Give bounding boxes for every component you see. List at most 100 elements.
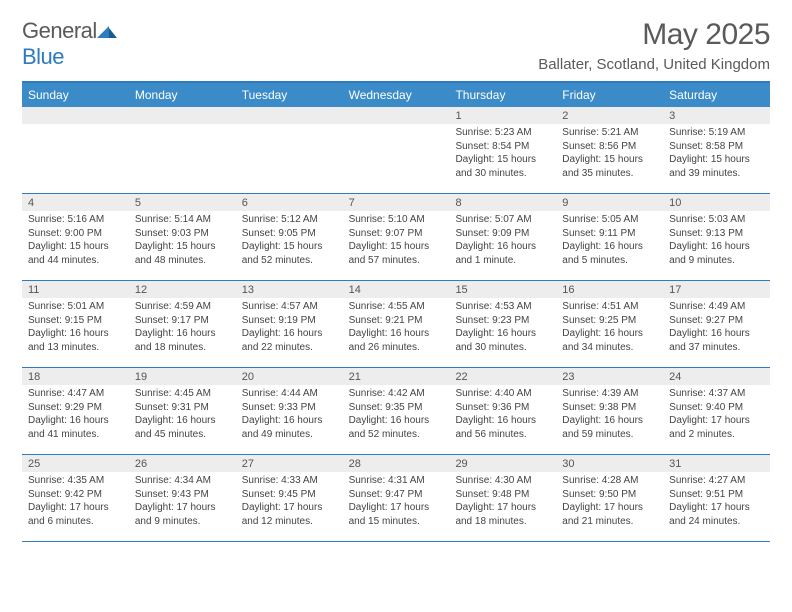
- dayhead-row: SundayMondayTuesdayWednesdayThursdayFrid…: [22, 83, 770, 107]
- daylight-line: Daylight: 17 hours and 12 minutes.: [242, 501, 337, 528]
- day-cell: 23Sunrise: 4:39 AMSunset: 9:38 PMDayligh…: [556, 368, 663, 454]
- day-number: [129, 107, 236, 124]
- sunset-line: Sunset: 9:29 PM: [28, 401, 123, 415]
- sunset-line: Sunset: 9:15 PM: [28, 314, 123, 328]
- day-number: 24: [663, 368, 770, 385]
- sunset-line: Sunset: 9:43 PM: [135, 488, 230, 502]
- daylight-line: Daylight: 16 hours and 5 minutes.: [562, 240, 657, 267]
- day-content: Sunrise: 5:05 AMSunset: 9:11 PMDaylight:…: [556, 211, 663, 271]
- week-row: 1Sunrise: 5:23 AMSunset: 8:54 PMDaylight…: [22, 107, 770, 194]
- sunrise-line: Sunrise: 4:27 AM: [669, 474, 764, 488]
- sunset-line: Sunset: 9:36 PM: [455, 401, 550, 415]
- sunrise-line: Sunrise: 4:53 AM: [455, 300, 550, 314]
- dayhead-friday: Friday: [556, 83, 663, 107]
- daylight-line: Daylight: 16 hours and 59 minutes.: [562, 414, 657, 441]
- day-cell: 30Sunrise: 4:28 AMSunset: 9:50 PMDayligh…: [556, 455, 663, 541]
- day-content: Sunrise: 4:33 AMSunset: 9:45 PMDaylight:…: [236, 472, 343, 532]
- daylight-line: Daylight: 15 hours and 39 minutes.: [669, 153, 764, 180]
- day-content: Sunrise: 4:59 AMSunset: 9:17 PMDaylight:…: [129, 298, 236, 358]
- day-content: Sunrise: 4:47 AMSunset: 9:29 PMDaylight:…: [22, 385, 129, 445]
- day-cell: 9Sunrise: 5:05 AMSunset: 9:11 PMDaylight…: [556, 194, 663, 280]
- sunset-line: Sunset: 9:23 PM: [455, 314, 550, 328]
- day-cell: 31 Sunrise: 4:27 AMSunset: 9:51 PMDayligh…: [663, 455, 770, 541]
- day-number: 17: [663, 281, 770, 298]
- day-number: 20: [236, 368, 343, 385]
- daylight-line: Daylight: 16 hours and 22 minutes.: [242, 327, 337, 354]
- sunset-line: Sunset: 9:45 PM: [242, 488, 337, 502]
- logo-text-blue: Blue: [22, 44, 64, 69]
- day-number: 25: [22, 455, 129, 472]
- day-number: 1: [449, 107, 556, 124]
- sunset-line: Sunset: 9:17 PM: [135, 314, 230, 328]
- day-number: [22, 107, 129, 124]
- daylight-line: Daylight: 16 hours and 1 minute.: [455, 240, 550, 267]
- dayhead-sunday: Sunday: [22, 83, 129, 107]
- day-content: Sunrise: 4:31 AMSunset: 9:47 PMDaylight:…: [343, 472, 450, 532]
- day-content: Sunrise: 4:51 AMSunset: 9:25 PMDaylight:…: [556, 298, 663, 358]
- sunrise-line: Sunrise: 5:05 AM: [562, 213, 657, 227]
- day-content: Sunrise: 5:16 AMSunset: 9:00 PMDaylight:…: [22, 211, 129, 271]
- header: General Blue May 2025 Ballater, Scotland…: [22, 18, 770, 73]
- sunset-line: Sunset: 8:58 PM: [669, 140, 764, 154]
- day-cell: 6 Sunrise: 5:12 AMSunset: 9:05 PMDaylight…: [236, 194, 343, 280]
- day-number: 15: [449, 281, 556, 298]
- dayhead-thursday: Thursday: [449, 83, 556, 107]
- daylight-line: Daylight: 16 hours and 49 minutes.: [242, 414, 337, 441]
- daylight-line: Daylight: 16 hours and 18 minutes.: [135, 327, 230, 354]
- sunset-line: Sunset: 9:38 PM: [562, 401, 657, 415]
- sunrise-line: Sunrise: 4:34 AM: [135, 474, 230, 488]
- sunrise-line: Sunrise: 4:28 AM: [562, 474, 657, 488]
- sunset-line: Sunset: 9:11 PM: [562, 227, 657, 241]
- daylight-line: Daylight: 17 hours and 21 minutes.: [562, 501, 657, 528]
- month-title: May 2025: [538, 18, 770, 52]
- day-number: 14: [343, 281, 450, 298]
- day-cell: 1Sunrise: 5:23 AMSunset: 8:54 PMDaylight…: [449, 107, 556, 193]
- week-row: 11Sunrise: 5:01 AMSunset: 9:15 PMDayligh…: [22, 281, 770, 368]
- week-row: 18Sunrise: 4:47 AMSunset: 9:29 PMDayligh…: [22, 368, 770, 455]
- day-content: Sunrise: 4:44 AMSunset: 9:33 PMDaylight:…: [236, 385, 343, 445]
- sunset-line: Sunset: 9:25 PM: [562, 314, 657, 328]
- day-cell: [343, 107, 450, 193]
- day-number: 23: [556, 368, 663, 385]
- day-content: Sunrise: 5:10 AMSunset: 9:07 PMDaylight:…: [343, 211, 450, 271]
- day-content: Sunrise: 5:23 AMSunset: 8:54 PMDaylight:…: [449, 124, 556, 184]
- day-content: Sunrise: 5:07 AMSunset: 9:09 PMDaylight:…: [449, 211, 556, 271]
- sunset-line: Sunset: 9:21 PM: [349, 314, 444, 328]
- daylight-line: Daylight: 15 hours and 48 minutes.: [135, 240, 230, 267]
- daylight-line: Daylight: 17 hours and 24 minutes.: [669, 501, 764, 528]
- day-number: 19: [129, 368, 236, 385]
- day-cell: 13Sunrise: 4:57 AMSunset: 9:19 PMDayligh…: [236, 281, 343, 367]
- sunrise-line: Sunrise: 5:14 AM: [135, 213, 230, 227]
- daylight-line: Daylight: 16 hours and 34 minutes.: [562, 327, 657, 354]
- daylight-line: Daylight: 16 hours and 37 minutes.: [669, 327, 764, 354]
- day-number: 12: [129, 281, 236, 298]
- sunset-line: Sunset: 9:47 PM: [349, 488, 444, 502]
- day-cell: 3Sunrise: 5:19 AMSunset: 8:58 PMDaylight…: [663, 107, 770, 193]
- day-number: 31: [663, 455, 770, 472]
- sunrise-line: Sunrise: 5:12 AM: [242, 213, 337, 227]
- sunrise-line: Sunrise: 4:59 AM: [135, 300, 230, 314]
- sunrise-line: Sunrise: 5:07 AM: [455, 213, 550, 227]
- day-content: Sunrise: 4:45 AMSunset: 9:31 PMDaylight:…: [129, 385, 236, 445]
- day-cell: 2Sunrise: 5:21 AMSunset: 8:56 PMDaylight…: [556, 107, 663, 193]
- day-number: 9: [556, 194, 663, 211]
- sunset-line: Sunset: 9:05 PM: [242, 227, 337, 241]
- sunset-line: Sunset: 8:56 PM: [562, 140, 657, 154]
- logo: General Blue: [22, 18, 117, 70]
- day-cell: 25Sunrise: 4:35 AMSunset: 9:42 PMDayligh…: [22, 455, 129, 541]
- day-cell: 21Sunrise: 4:42 AMSunset: 9:35 PMDayligh…: [343, 368, 450, 454]
- day-content: Sunrise: 4:30 AMSunset: 9:48 PMDaylight:…: [449, 472, 556, 532]
- daylight-line: Daylight: 15 hours and 52 minutes.: [242, 240, 337, 267]
- day-content: Sunrise: 4:40 AMSunset: 9:36 PMDaylight:…: [449, 385, 556, 445]
- day-cell: [236, 107, 343, 193]
- daylight-line: Daylight: 17 hours and 18 minutes.: [455, 501, 550, 528]
- day-number: 6: [236, 194, 343, 211]
- day-content: Sunrise: 5:19 AMSunset: 8:58 PMDaylight:…: [663, 124, 770, 184]
- sunset-line: Sunset: 9:48 PM: [455, 488, 550, 502]
- day-cell: [129, 107, 236, 193]
- day-cell: 24Sunrise: 4:37 AMSunset: 9:40 PMDayligh…: [663, 368, 770, 454]
- day-cell: 19Sunrise: 4:45 AMSunset: 9:31 PMDayligh…: [129, 368, 236, 454]
- sunset-line: Sunset: 9:51 PM: [669, 488, 764, 502]
- week-row: 25Sunrise: 4:35 AMSunset: 9:42 PMDayligh…: [22, 455, 770, 542]
- day-content: Sunrise: 4:37 AMSunset: 9:40 PMDaylight:…: [663, 385, 770, 445]
